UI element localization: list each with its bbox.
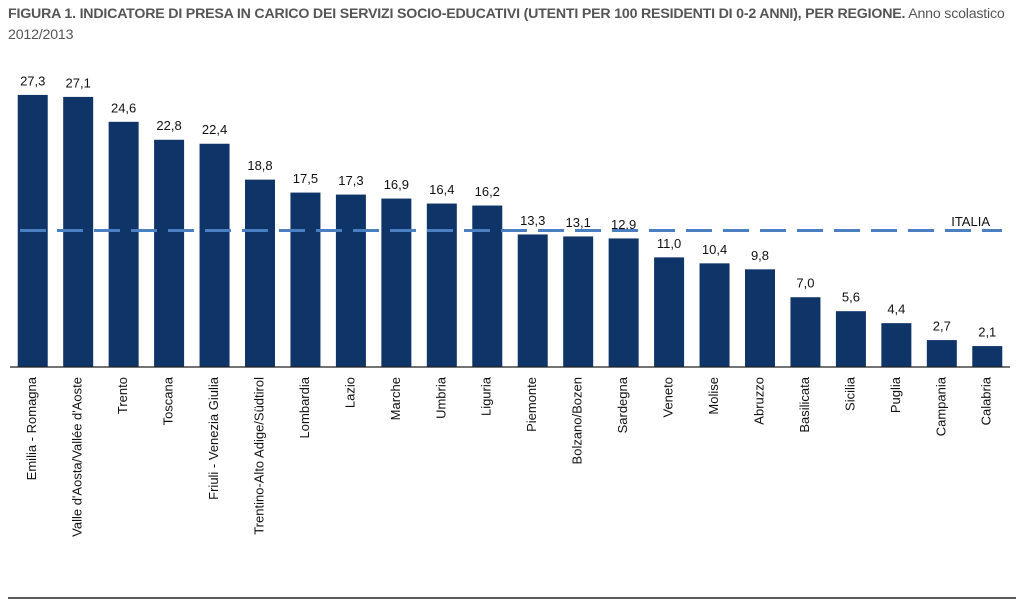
value-label: 11,0 [657,236,681,251]
bar [926,340,957,367]
chart-title: FIGURA 1. INDICATORE DI PRESA IN CARICO … [8,6,906,22]
bar [563,236,594,367]
value-label: 18,8 [247,158,272,173]
x-tick-label: Lazio [342,377,357,408]
bar [517,234,548,367]
bar [654,257,685,367]
value-label: 27,3 [20,73,45,88]
value-label: 16,4 [429,182,454,197]
bar [245,179,275,367]
value-label: 27,1 [66,75,91,90]
x-tick-label: Sardegna [615,376,630,433]
bar [699,263,730,367]
bar [745,269,775,367]
value-label: 2,1 [978,325,996,340]
x-tick-label: Liguria [479,376,494,416]
bar [108,121,139,367]
bar [154,139,185,367]
bar [608,238,639,367]
bar [790,297,821,367]
bar [881,323,912,367]
value-label: 24,6 [111,100,136,115]
x-tick-label: Trento [115,377,130,414]
bar [290,192,321,367]
value-label: 9,8 [751,248,769,263]
x-tick-label: Emilia - Romagna [24,376,39,480]
x-tick-label: Valle d'Aosta/Vallée d'Aoste [70,377,85,537]
bar [972,346,1003,367]
x-tick-label: Veneto [661,377,676,418]
x-tick-label: Umbria [433,376,448,419]
x-tick-label: Abruzzo [751,377,766,425]
reference-label: ITALIA [951,214,990,229]
chart-heading: FIGURA 1. INDICATORE DI PRESA IN CARICO … [8,4,1018,46]
value-label: 4,4 [887,302,905,317]
x-tick-label: Campania [933,376,948,436]
x-tick-label: Trentino-Alto Adige/Südtirol [251,377,266,535]
value-label: 13,1 [566,215,591,230]
value-label: 7,0 [796,276,814,291]
x-tick-label: Toscana [161,376,176,425]
bar [335,194,366,367]
value-label: 12,9 [611,217,636,232]
value-label: 10,4 [702,242,727,257]
value-label: 22,4 [202,122,227,137]
value-label: 5,6 [842,290,860,305]
x-tick-label: Piemonte [524,377,539,432]
value-label: 17,5 [293,171,318,186]
x-tick-label: Marche [388,377,403,420]
x-tick-label: Puglia [888,376,903,413]
bar [199,143,230,367]
value-label: 22,8 [156,118,181,133]
value-label: 16,9 [384,177,409,192]
bar [835,311,866,367]
x-tick-label: Basilicata [797,376,812,432]
value-label: 16,2 [475,184,500,199]
x-tick-label: Lombardia [297,376,312,438]
bar [472,205,503,367]
x-tick-label: Sicilia [842,376,857,411]
value-label: 13,3 [520,213,545,228]
x-tick-label: Molise [706,377,721,415]
x-tick-label: Calabria [979,376,994,425]
chart-subtitle: Anno scolastico 2012/2013 [8,6,1005,43]
x-tick-label: Friuli - Venezia Giulia [206,376,221,500]
bar [426,203,457,367]
bar [381,198,412,367]
value-label: 17,3 [338,173,363,188]
value-label: 2,7 [933,319,951,334]
x-tick-label: Bolzano/Bozen [570,377,585,464]
